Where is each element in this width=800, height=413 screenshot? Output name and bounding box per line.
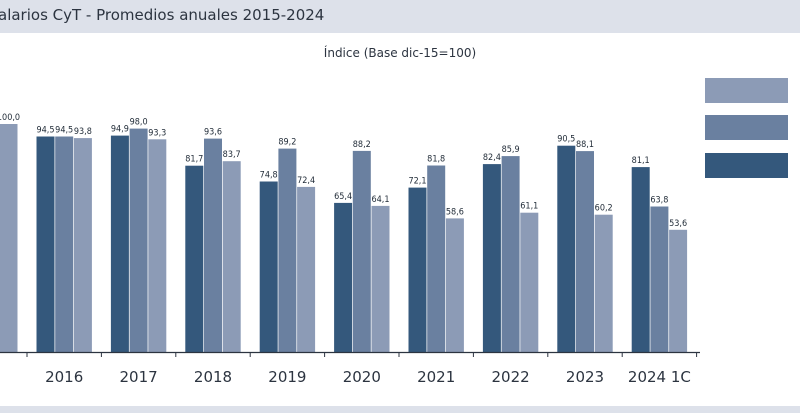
bar-2023-s3 [594, 214, 613, 352]
x-tick-label-2018: 2018 [194, 368, 232, 386]
value-label-2020-s3: 64,1 [371, 195, 389, 205]
value-label-2019-s2: 89,2 [278, 138, 296, 148]
value-labels-group: 100,094,594,593,894,998,093,381,793,683,… [0, 113, 687, 229]
bar-2016-s2 [55, 136, 74, 352]
header-bar: alarios CyT - Promedios anuales 2015-202… [0, 0, 800, 33]
value-label-2016-s3: 93,8 [74, 127, 92, 137]
bars-group [0, 124, 688, 352]
bar-2018-s1 [185, 165, 204, 352]
bar-2023-s2 [576, 151, 594, 352]
value-label-2024-1C-s2: 63,8 [650, 196, 668, 206]
bar-2017-s2 [129, 128, 148, 352]
value-label-2017-s2: 98,0 [130, 118, 148, 128]
x-tick-label-2019: 2019 [268, 368, 306, 386]
bar-2018-s2 [204, 138, 222, 352]
chart-subtitle: Índice (Base dic-15=100) [324, 45, 476, 60]
bar-2023-s1 [557, 145, 576, 352]
value-label-2019-s3: 72,4 [297, 176, 315, 186]
bar-2017-s3 [148, 139, 167, 352]
chart-title: alarios CyT - Promedios anuales 2015-202… [0, 6, 325, 24]
bar-2018-s3 [222, 161, 241, 352]
value-label-2023-s1: 90,5 [557, 135, 575, 145]
bar-2020-s1 [334, 202, 353, 352]
bar-2022-s1 [482, 164, 501, 352]
value-label-2021-s3: 58,6 [446, 207, 464, 217]
bar-2021-s3 [445, 218, 464, 352]
value-label-2016-s2: 94,5 [55, 126, 73, 136]
x-tick-label-2023: 2023 [566, 368, 604, 386]
footer-bar [0, 406, 800, 413]
x-tick-label-5: 5 [0, 368, 1, 386]
bar-2024-1C-s3 [669, 229, 688, 352]
bar-2019-s2 [278, 148, 297, 352]
bar-2024-1C-s2 [650, 206, 669, 352]
value-label-2018-s3: 83,7 [223, 150, 241, 160]
bar-5-s3 [0, 124, 18, 352]
bar-2020-s3 [371, 205, 390, 352]
bar-2019-s3 [297, 186, 316, 352]
value-label-2020-s2: 88,2 [353, 140, 371, 150]
value-label-2018-s2: 93,6 [204, 128, 222, 138]
bar-2024-1C-s1 [631, 167, 650, 352]
value-label-5-s3: 100,0 [0, 113, 20, 123]
legend-swatch-1 [705, 78, 788, 103]
value-label-2024-1C-s3: 53,6 [669, 219, 687, 229]
x-tick-label-2022: 2022 [492, 368, 530, 386]
x-tick-label-2017: 2017 [120, 368, 158, 386]
x-tick-label-2021: 2021 [417, 368, 455, 386]
x-axis: 5 2016 2017 2018 2019 2020 2021 2022 2023 2024 1C [0, 351, 700, 386]
value-label-2017-s1: 94,9 [111, 125, 129, 135]
bar-2020-s2 [352, 150, 371, 352]
value-label-2019-s1: 74,8 [260, 171, 278, 181]
bar-2017-s1 [110, 135, 129, 352]
value-label-2023-s2: 88,1 [576, 140, 594, 150]
bar-2019-s1 [259, 181, 278, 352]
value-label-2022-s3: 61,1 [520, 202, 538, 212]
value-label-2020-s1: 65,4 [334, 192, 352, 202]
value-label-2018-s1: 81,7 [185, 155, 203, 165]
value-label-2016-s1: 94,5 [36, 126, 54, 136]
bar-2016-s1 [36, 136, 55, 352]
legend-swatch-2 [705, 115, 788, 140]
value-label-2024-1C-s1: 81,1 [632, 156, 650, 166]
bar-2021-s1 [408, 187, 427, 352]
x-tick-label-2016: 2016 [45, 368, 83, 386]
legend [705, 78, 788, 178]
value-label-2021-s2: 81,8 [427, 155, 445, 165]
value-label-2022-s2: 85,9 [502, 145, 520, 155]
value-label-2021-s1: 72,1 [408, 177, 426, 187]
bar-2022-s3 [520, 212, 539, 352]
value-label-2017-s3: 93,3 [148, 128, 166, 138]
legend-swatch-3 [705, 153, 788, 178]
value-label-2022-s1: 82,4 [483, 153, 501, 163]
bar-2016-s3 [73, 138, 92, 352]
bar-2021-s2 [427, 165, 446, 352]
value-label-2023-s3: 60,2 [595, 204, 613, 214]
bar-2022-s2 [501, 156, 520, 352]
x-tick-label-2020: 2020 [343, 368, 381, 386]
x-tick-label-2024-1C: 2024 1C [628, 368, 691, 386]
